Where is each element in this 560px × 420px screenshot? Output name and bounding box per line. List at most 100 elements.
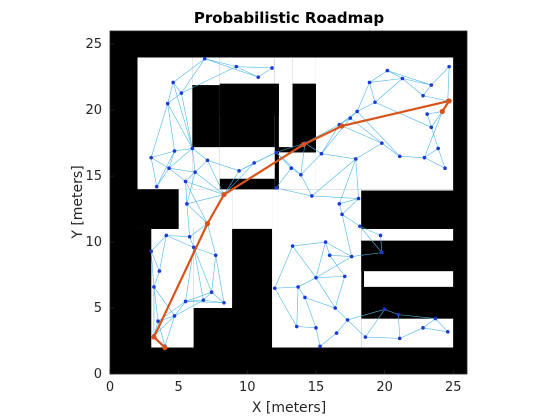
roadmap-node — [385, 68, 390, 73]
obstacle-block — [137, 228, 152, 374]
roadmap-edge — [185, 181, 208, 224]
free-space-region — [192, 147, 220, 190]
roadmap-edge — [315, 241, 326, 278]
roadmap-edge — [275, 152, 302, 176]
roadmap-node — [380, 141, 384, 145]
roadmap-edge — [168, 150, 175, 169]
roadmap-edge — [192, 148, 208, 161]
roadmap-edge — [167, 103, 193, 149]
roadmap-node — [397, 336, 402, 341]
roadmap-node — [296, 285, 300, 289]
roadmap-edge — [274, 245, 293, 289]
roadmap-edge — [274, 288, 297, 327]
free-space-region — [274, 57, 293, 148]
free-space-region — [292, 57, 316, 84]
roadmap-edge — [150, 103, 168, 158]
roadmap-edge — [325, 241, 330, 256]
path-waypoint — [446, 98, 452, 104]
roadmap-node — [367, 80, 372, 85]
roadmap-edge — [181, 58, 205, 94]
roadmap-node — [190, 146, 195, 151]
x-tick-label: 20 — [376, 380, 393, 395]
obstacle-block — [137, 347, 467, 374]
roadmap-node — [171, 80, 175, 85]
roadmap-edge — [422, 318, 436, 329]
roadmap-edge — [339, 124, 382, 144]
roadmap-edge — [431, 127, 439, 149]
roadmap-edge — [174, 301, 186, 317]
roadmap-edge — [347, 309, 385, 321]
path-waypoint — [221, 191, 227, 198]
roadmap-edge — [203, 299, 225, 304]
roadmap-edge — [329, 254, 352, 257]
roadmap-edge — [369, 78, 403, 83]
roadmap-edge — [422, 84, 432, 96]
roadmap-edge — [426, 114, 432, 128]
free-space-region — [137, 57, 193, 190]
roadmap-edge — [369, 70, 388, 83]
free-space-region — [361, 189, 454, 191]
roadmap-node — [400, 76, 405, 81]
roadmap-edge — [174, 148, 193, 152]
roadmap-edge — [186, 203, 190, 237]
y-tick-label: 25 — [85, 37, 102, 52]
obstacle-block — [232, 230, 273, 348]
roadmap-edge — [356, 82, 370, 112]
roadmap-edge — [194, 160, 208, 173]
roadmap-edge — [185, 181, 188, 204]
roadmap-edge — [359, 225, 381, 236]
roadmap-edge — [402, 78, 424, 96]
roadmap-edge — [153, 286, 159, 322]
roadmap-node — [213, 253, 218, 258]
roadmap-node — [274, 186, 278, 190]
roadmap-edge — [351, 252, 382, 257]
free-space-region — [364, 271, 454, 287]
roadmap-edge — [150, 251, 160, 272]
roadmap-node — [187, 235, 192, 239]
roadmap-edge — [153, 286, 175, 317]
roadmap-edge — [291, 167, 302, 176]
roadmap-edge — [356, 111, 400, 157]
obstacle-block — [110, 31, 467, 58]
roadmap-edge — [153, 271, 160, 288]
path-waypoint — [204, 221, 211, 227]
roadmap-node — [303, 295, 307, 300]
roadmap-edge — [304, 142, 322, 154]
roadmap-edge — [153, 315, 175, 336]
roadmap-node — [363, 335, 368, 339]
roadmap-edge — [423, 327, 448, 333]
roadmap-edge — [215, 255, 225, 303]
roadmap-edge — [304, 297, 336, 309]
roadmap-node — [356, 196, 361, 201]
roadmap-edge — [300, 174, 313, 197]
roadmap-edge — [339, 203, 343, 215]
roadmap-edge — [274, 286, 299, 289]
roadmap-node — [222, 300, 226, 305]
y-ticks: 0 5 10 15 20 25 — [85, 37, 114, 382]
roadmap-edge — [211, 291, 225, 303]
path-waypoint — [339, 123, 345, 129]
obstacle-block — [453, 31, 467, 374]
roadmap-edge — [150, 235, 167, 252]
roadmap-node — [252, 161, 256, 165]
roadmap-edge — [159, 235, 167, 272]
roadmap-node — [256, 75, 261, 79]
roadmap-edge — [166, 235, 190, 238]
roadmap-node — [349, 254, 354, 259]
obstacle-block — [292, 83, 316, 153]
roadmap-edge — [315, 327, 321, 347]
roadmap-edge — [166, 235, 194, 248]
roadmap-node — [270, 66, 274, 70]
y-tick-label: 20 — [85, 103, 102, 118]
roadmap-node — [274, 150, 278, 155]
roadmap-edge — [341, 198, 359, 215]
roadmap-edge — [374, 101, 432, 128]
obstacle-block — [219, 83, 279, 116]
roadmap-edge — [207, 160, 225, 195]
roadmap-edge — [258, 67, 273, 78]
roadmap-edge — [156, 150, 175, 187]
roadmap-edge — [204, 58, 259, 78]
roadmap-edge — [167, 92, 182, 104]
roadmap-edge — [347, 319, 366, 338]
roadmap-edge — [399, 327, 424, 339]
